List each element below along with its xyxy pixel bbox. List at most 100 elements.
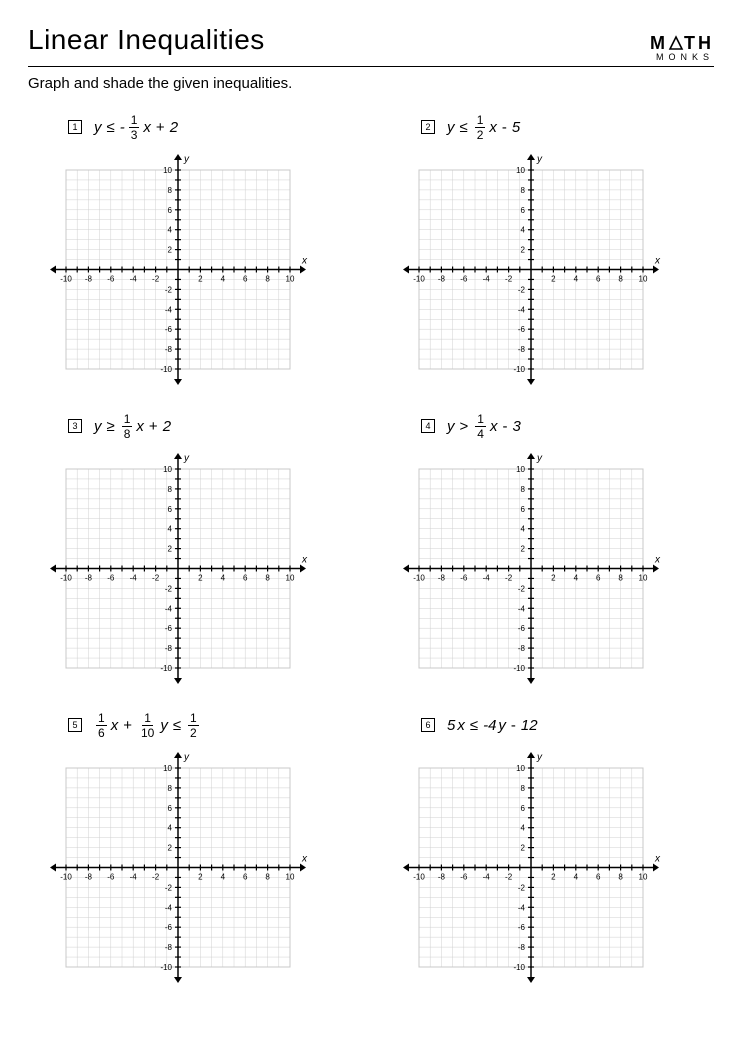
coordinate-grid: -10-8-6-4-2246810-10-8-6-4-2246810xy [401, 451, 661, 686]
coordinate-grid: -10-8-6-4-2246810-10-8-6-4-2246810xy [48, 750, 308, 985]
svg-text:-8: -8 [165, 644, 173, 653]
problem-header: 65x≤-4y-12 [401, 710, 694, 740]
problem-header: 516x+110y≤12 [48, 710, 341, 740]
svg-text:8: 8 [521, 186, 526, 195]
svg-text:-10: -10 [413, 873, 425, 882]
problem-number: 3 [68, 419, 82, 433]
problem: 2y≤12x-5-10-8-6-4-2246810-10-8-6-4-22468… [401, 112, 694, 387]
svg-text:-8: -8 [438, 873, 446, 882]
problem-number: 5 [68, 718, 82, 732]
svg-text:-6: -6 [107, 873, 115, 882]
svg-text:4: 4 [168, 824, 173, 833]
svg-text:8: 8 [521, 485, 526, 494]
problem: 4y>14x-3-10-8-6-4-2246810-10-8-6-4-22468… [401, 411, 694, 686]
svg-text:-8: -8 [85, 574, 93, 583]
svg-text:-8: -8 [165, 345, 173, 354]
svg-text:-6: -6 [107, 574, 115, 583]
svg-text:-6: -6 [165, 923, 173, 932]
svg-text:-4: -4 [483, 574, 491, 583]
svg-text:6: 6 [168, 505, 173, 514]
svg-text:y: y [183, 453, 190, 464]
svg-text:2: 2 [168, 246, 173, 255]
svg-text:-10: -10 [60, 873, 72, 882]
svg-text:-10: -10 [513, 664, 525, 673]
svg-text:2: 2 [551, 275, 556, 284]
svg-text:-10: -10 [60, 275, 72, 284]
svg-text:10: 10 [163, 465, 172, 474]
svg-text:2: 2 [198, 574, 203, 583]
svg-text:-4: -4 [518, 604, 526, 613]
svg-text:-6: -6 [460, 275, 468, 284]
svg-text:y: y [536, 453, 543, 464]
svg-text:6: 6 [596, 574, 601, 583]
svg-text:-4: -4 [165, 305, 173, 314]
svg-text:2: 2 [198, 275, 203, 284]
svg-text:-8: -8 [85, 275, 93, 284]
problem-expression: y≤12x-5 [447, 114, 520, 141]
svg-text:8: 8 [168, 784, 173, 793]
svg-text:6: 6 [243, 574, 248, 583]
svg-text:-2: -2 [518, 584, 526, 593]
svg-text:x: x [301, 256, 308, 267]
svg-text:10: 10 [286, 873, 295, 882]
svg-text:4: 4 [574, 873, 579, 882]
problem: 1y≤-13x+2-10-8-6-4-2246810-10-8-6-4-2246… [48, 112, 341, 387]
svg-text:4: 4 [221, 275, 226, 284]
svg-text:-6: -6 [518, 325, 526, 334]
svg-text:2: 2 [168, 844, 173, 853]
problem-expression: 5x≤-4y-12 [447, 717, 538, 734]
svg-text:-2: -2 [165, 285, 173, 294]
svg-text:2: 2 [521, 545, 526, 554]
svg-text:8: 8 [521, 784, 526, 793]
problem-expression: y≥18x+2 [94, 413, 171, 440]
instructions-text: Graph and shade the given inequalities. [28, 75, 714, 92]
svg-text:10: 10 [516, 166, 525, 175]
problem-expression: y>14x-3 [447, 413, 521, 440]
svg-text:10: 10 [516, 465, 525, 474]
logo-subtext: MONKS [650, 53, 714, 62]
svg-text:-6: -6 [165, 325, 173, 334]
logo-triangle-icon [668, 35, 684, 51]
svg-text:-8: -8 [85, 873, 93, 882]
svg-text:8: 8 [265, 873, 270, 882]
svg-text:8: 8 [265, 574, 270, 583]
svg-text:y: y [183, 154, 190, 165]
svg-text:-6: -6 [518, 624, 526, 633]
coordinate-grid: -10-8-6-4-2246810-10-8-6-4-2246810xy [48, 152, 308, 387]
svg-text:-2: -2 [505, 275, 513, 284]
svg-text:4: 4 [574, 275, 579, 284]
svg-text:y: y [536, 752, 543, 763]
svg-text:2: 2 [168, 545, 173, 554]
svg-text:6: 6 [596, 275, 601, 284]
svg-text:-2: -2 [518, 883, 526, 892]
svg-text:y: y [536, 154, 543, 165]
coordinate-grid: -10-8-6-4-2246810-10-8-6-4-2246810xy [401, 750, 661, 985]
svg-text:6: 6 [596, 873, 601, 882]
svg-text:x: x [654, 555, 661, 566]
svg-text:-10: -10 [160, 365, 172, 374]
coordinate-grid: -10-8-6-4-2246810-10-8-6-4-2246810xy [48, 451, 308, 686]
svg-text:-8: -8 [518, 644, 526, 653]
svg-text:6: 6 [521, 505, 526, 514]
svg-text:-2: -2 [165, 584, 173, 593]
svg-text:4: 4 [521, 525, 526, 534]
svg-text:10: 10 [163, 764, 172, 773]
svg-text:y: y [183, 752, 190, 763]
svg-text:-10: -10 [160, 963, 172, 972]
svg-text:8: 8 [265, 275, 270, 284]
svg-text:2: 2 [551, 873, 556, 882]
svg-text:4: 4 [221, 873, 226, 882]
svg-text:-10: -10 [160, 664, 172, 673]
svg-text:2: 2 [198, 873, 203, 882]
svg-text:10: 10 [516, 764, 525, 773]
svg-text:4: 4 [521, 226, 526, 235]
header: Linear Inequalities MTH MONKS [28, 24, 714, 62]
svg-text:-6: -6 [518, 923, 526, 932]
svg-text:-4: -4 [130, 574, 138, 583]
svg-text:8: 8 [618, 275, 623, 284]
svg-text:6: 6 [168, 804, 173, 813]
svg-text:-2: -2 [505, 873, 513, 882]
svg-text:8: 8 [168, 186, 173, 195]
svg-text:10: 10 [286, 275, 295, 284]
svg-text:6: 6 [168, 206, 173, 215]
